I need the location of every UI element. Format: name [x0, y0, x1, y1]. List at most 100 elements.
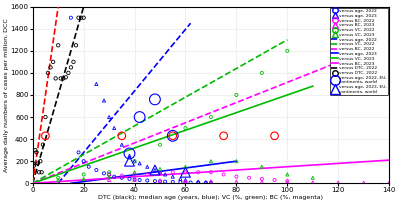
Point [152, 180, 158, 183]
Point [119, 174, 125, 177]
Point [131, 160, 138, 163]
Point [310, 176, 316, 179]
Point [195, 180, 202, 183]
Point [157, 167, 163, 171]
Point [195, 171, 202, 174]
Point [310, 181, 316, 184]
Point [152, 98, 158, 101]
Point [126, 152, 133, 155]
Point [136, 162, 143, 165]
Point [162, 173, 168, 176]
Point [101, 172, 107, 175]
Point [284, 173, 290, 176]
Point [157, 171, 163, 174]
Point [182, 171, 189, 174]
Point [93, 82, 100, 85]
Point [33, 151, 40, 154]
Point [259, 180, 265, 184]
Point [182, 171, 189, 174]
Y-axis label: Average daily numbers of cases per million, DCC: Average daily numbers of cases per milli… [4, 18, 9, 172]
Point [111, 175, 117, 178]
Point [177, 177, 184, 181]
Point [68, 16, 74, 19]
Point [106, 175, 112, 178]
Point [55, 176, 61, 179]
Point [271, 134, 278, 137]
Point [55, 178, 61, 182]
Point [31, 164, 37, 167]
Point [187, 181, 194, 184]
Point [284, 49, 290, 52]
Point [80, 173, 87, 176]
Point [93, 168, 100, 172]
Point [208, 180, 214, 183]
Point [86, 165, 92, 168]
Point [144, 179, 150, 182]
Point [131, 160, 138, 163]
Point [40, 143, 46, 146]
Point [75, 151, 82, 154]
Point [119, 143, 125, 146]
Point [177, 181, 184, 184]
Point [38, 171, 45, 174]
Point [131, 178, 138, 181]
Point [136, 115, 143, 119]
Point [208, 171, 214, 174]
Point [106, 173, 112, 176]
Point [157, 143, 163, 146]
Point [101, 99, 107, 102]
Point [182, 181, 189, 184]
Point [182, 126, 189, 130]
Point [246, 176, 252, 179]
Point [47, 66, 54, 69]
Point [50, 60, 56, 63]
Point [42, 115, 49, 119]
Point [152, 168, 158, 172]
Point [170, 134, 176, 137]
Point [182, 180, 189, 183]
Point [65, 71, 72, 74]
Point [126, 154, 133, 157]
Point [73, 44, 79, 47]
Point [208, 181, 214, 184]
Point [126, 177, 133, 181]
Point [259, 165, 265, 168]
Point [233, 160, 240, 163]
Point [119, 176, 125, 179]
Point [136, 178, 143, 182]
Point [58, 77, 64, 80]
Point [386, 181, 392, 184]
Point [111, 126, 117, 130]
Point [233, 93, 240, 97]
Point [35, 162, 41, 165]
Point [70, 60, 77, 63]
Point [220, 134, 227, 137]
Point [157, 179, 163, 182]
Point [259, 177, 265, 181]
Point [37, 160, 44, 163]
Point [131, 173, 138, 176]
Point [144, 165, 150, 168]
Point [106, 171, 112, 174]
Point [170, 180, 176, 184]
X-axis label: DTC (black); median age (years, blue); VC (%, green); BC (%, magenta): DTC (black); median age (years, blue); V… [98, 195, 324, 200]
Point [131, 178, 138, 182]
Point [126, 160, 133, 163]
Point [45, 71, 51, 74]
Point [208, 181, 214, 184]
Point [335, 181, 342, 184]
Point [30, 162, 37, 165]
Point [80, 160, 87, 163]
Point [360, 181, 367, 184]
Point [75, 16, 82, 19]
Point [170, 171, 176, 174]
Point [233, 180, 240, 183]
Point [80, 16, 87, 19]
Point [106, 178, 112, 182]
Point [119, 134, 125, 137]
Point [170, 175, 176, 178]
Point [284, 180, 290, 183]
Point [271, 178, 278, 182]
Point [170, 134, 176, 137]
Point [32, 149, 38, 152]
